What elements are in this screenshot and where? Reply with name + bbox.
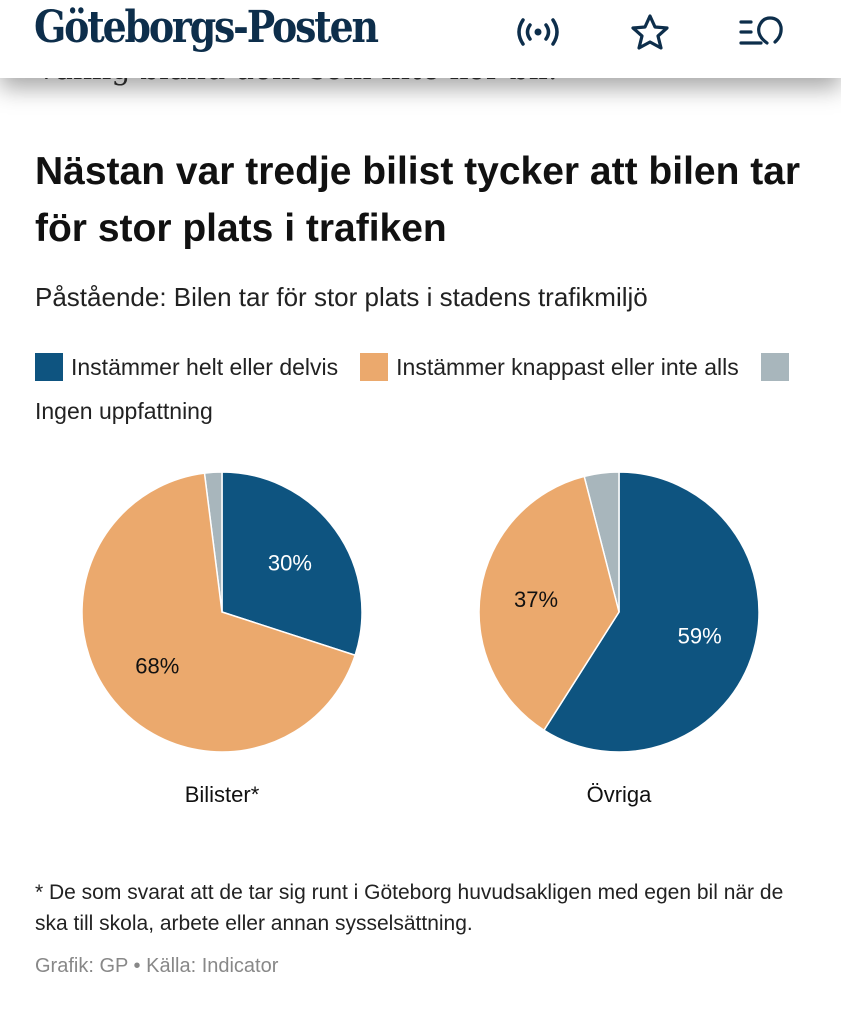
site-logo[interactable]: Göteborgs-Posten	[34, 2, 379, 53]
legend-item: Instämmer helt eller delvis	[35, 353, 339, 381]
chart-legend: Instämmer helt eller delvis Instämmer kna…	[35, 345, 815, 433]
legend-swatch	[35, 353, 63, 381]
pie-slice	[478, 475, 620, 732]
data-label: 37%	[514, 587, 558, 612]
menu-search-icon[interactable]	[737, 12, 787, 52]
data-label: 68%	[135, 654, 179, 679]
site-header: Göteborgs-Posten	[0, 0, 841, 78]
source-credit: Grafik: GP • Källa: Indicator	[35, 955, 279, 977]
legend-item: Ingen uppfattning	[35, 353, 797, 424]
legend-label: Instämmer helt eller delvis	[71, 354, 339, 380]
data-label: 59%	[678, 623, 722, 648]
legend-swatch	[760, 353, 789, 381]
footnote: * De som svarat att de tar sig runt i Gö…	[35, 881, 784, 935]
live-radio-icon[interactable]	[513, 12, 563, 52]
chart-title: Nästan var tredje bilist tycker att bile…	[35, 150, 801, 250]
star-icon[interactable]	[625, 12, 675, 52]
legend-swatch	[360, 353, 389, 381]
data-label: 30%	[268, 551, 312, 576]
pie-charts: 30% 68% Bilister* 59% 37% Övriga	[81, 471, 760, 807]
pie-slice	[542, 471, 760, 753]
pie-slice	[81, 472, 357, 753]
pie-category-label: Övriga	[587, 782, 653, 807]
legend-label: Instämmer knappast eller inte alls	[396, 354, 739, 380]
legend-item: Instämmer knappast eller inte alls	[360, 353, 739, 381]
legend-label: Ingen uppfattning	[35, 398, 213, 424]
pie-category-label: Bilister*	[185, 782, 260, 807]
chart-subtitle: Påstående: Bilen tar för stor plats i st…	[35, 282, 648, 312]
pie-slice	[221, 471, 363, 657]
